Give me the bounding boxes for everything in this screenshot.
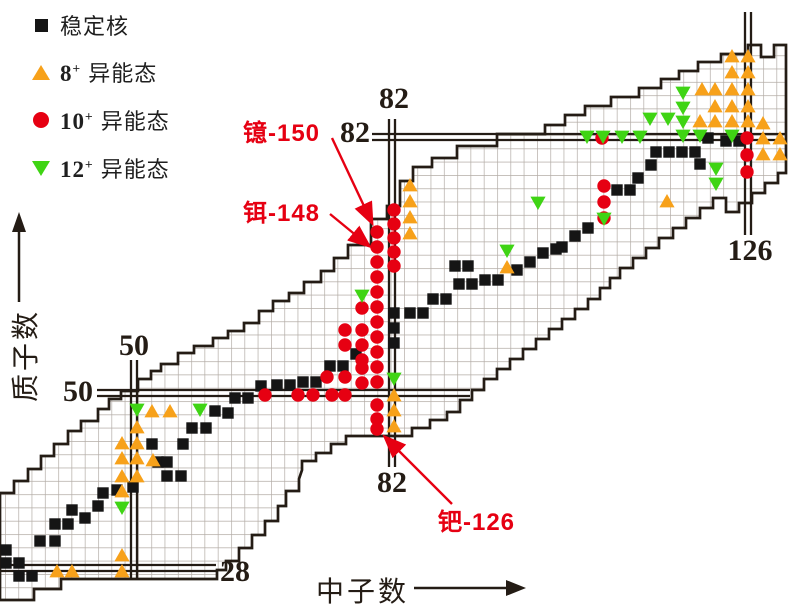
y-axis-label: 质子数 bbox=[10, 308, 41, 402]
isomer8-triangle-icon bbox=[30, 64, 52, 80]
series-triangle-down bbox=[114, 86, 740, 515]
magic-label-n82-top: 82 bbox=[379, 82, 409, 115]
isomer10-circle-icon bbox=[30, 112, 52, 128]
stable-square-icon bbox=[30, 18, 52, 32]
magic-label-z82-left: 82 bbox=[340, 116, 370, 149]
magic-line-proton-50 bbox=[97, 388, 470, 398]
axis-arrows bbox=[12, 212, 526, 596]
legend-label: 10+ 异能态 bbox=[60, 108, 170, 134]
magic-line-proton-82 bbox=[372, 132, 786, 142]
annotation-yb-150: 镱-150 bbox=[243, 120, 321, 147]
legend-label: 稳定核 bbox=[60, 14, 130, 39]
legend-item-isomer-12: 12+ 异能态 bbox=[30, 155, 170, 182]
legend-item-isomer-10: 10+ 异能态 bbox=[30, 107, 170, 134]
x-axis-label: 中子数 bbox=[316, 576, 410, 607]
annotation-arrow-yb150 bbox=[330, 137, 374, 227]
nuclide-band-outline bbox=[0, 43, 788, 602]
magic-label-n126: 126 bbox=[727, 234, 773, 267]
isomer12-triangle-icon bbox=[30, 160, 52, 176]
legend-item-isomer-8: 8+ 异能态 bbox=[30, 59, 158, 86]
annotation-arrow-pd126 bbox=[382, 434, 453, 505]
magic-label-n82-bottom: 82 bbox=[377, 466, 407, 499]
magic-label-z28: 28 bbox=[220, 555, 250, 588]
series-circle bbox=[258, 131, 754, 436]
annotation-er-148: 铒-148 bbox=[243, 200, 321, 227]
annotation-pd-126: 钯-126 bbox=[438, 509, 516, 536]
legend-label: 8+ 异能态 bbox=[60, 60, 158, 86]
legend-label: 12+ 异能态 bbox=[60, 156, 170, 182]
series-triangle-up bbox=[49, 49, 788, 578]
magic-label-n50-top: 50 bbox=[119, 329, 149, 362]
magic-label-z50-left: 50 bbox=[63, 375, 93, 408]
annotation-arrow-er148 bbox=[329, 213, 372, 249]
series-square bbox=[0, 132, 745, 582]
legend-item-stable: 稳定核 bbox=[30, 12, 130, 39]
